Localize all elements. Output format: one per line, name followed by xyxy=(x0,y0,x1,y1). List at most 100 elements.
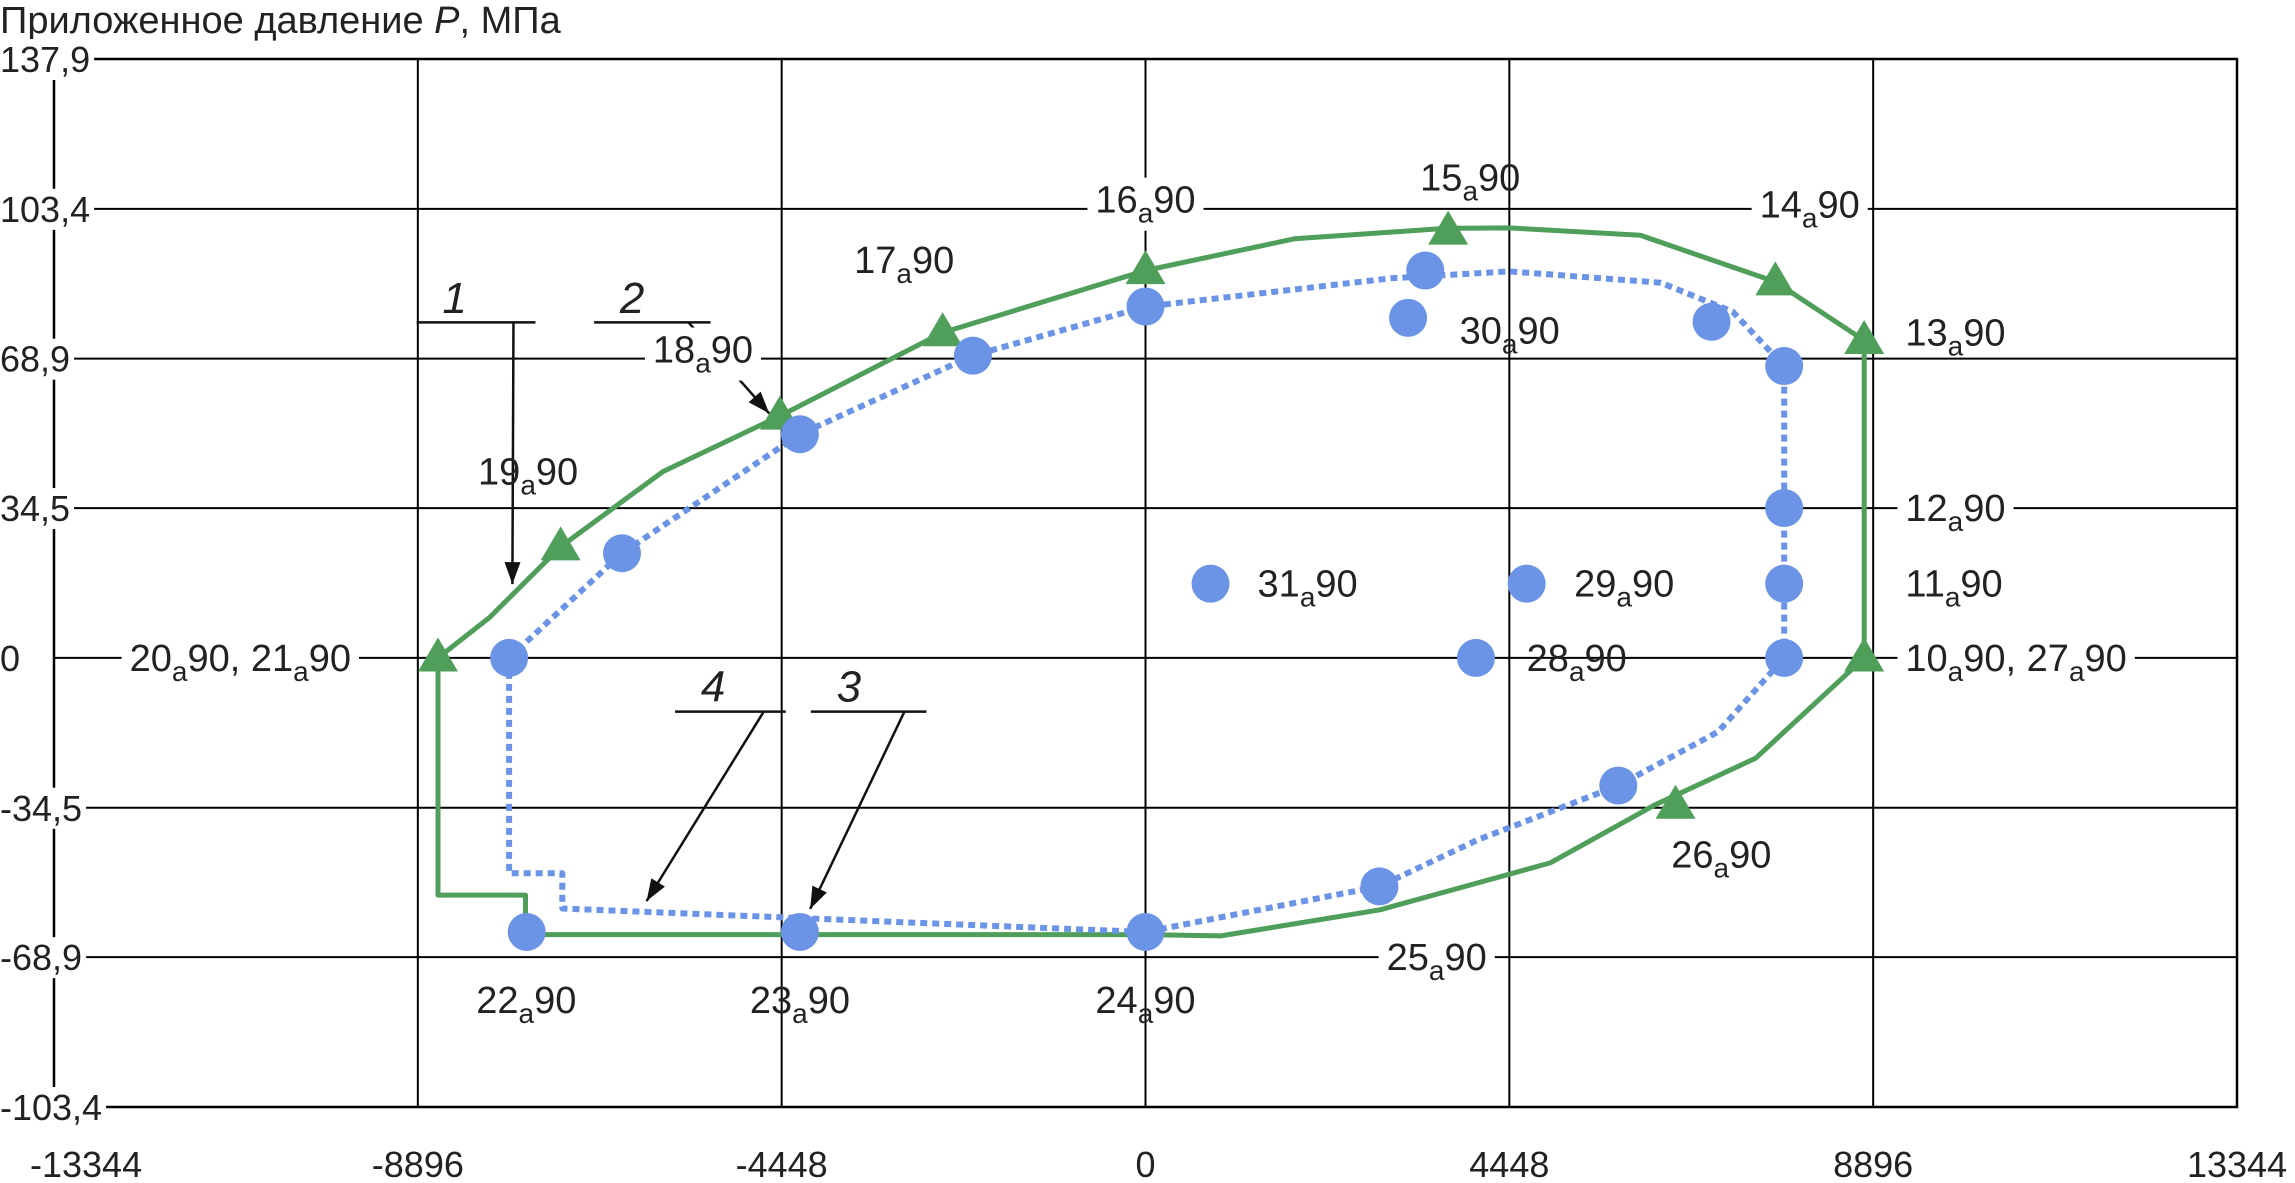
triangle-marker xyxy=(1655,784,1696,819)
circle-marker xyxy=(1765,564,1804,603)
circle-marker xyxy=(1126,287,1165,326)
series-curve1 xyxy=(435,225,1867,939)
circle-marker xyxy=(780,415,819,454)
point-label-suffix: 90 xyxy=(1963,313,2005,355)
point-label-suffix: 90 xyxy=(1963,638,2005,680)
circle-marker xyxy=(1389,298,1428,337)
point-label-number: 11 xyxy=(1905,564,1944,606)
point-label-number: 23 xyxy=(750,980,792,1022)
tick-label-background xyxy=(0,637,25,679)
callout-arrowhead xyxy=(748,391,770,414)
point-label-suffix: 90 xyxy=(1963,488,2005,530)
triangle-marker xyxy=(1428,210,1469,245)
point-label-number: 31 xyxy=(1258,564,1300,606)
point-label-suffix: 90 xyxy=(2085,638,2127,680)
circle-marker xyxy=(1599,766,1638,805)
point-label: 10а90, 27а90 xyxy=(1905,638,2126,687)
callout-number: 3 xyxy=(837,662,862,711)
point-label-number: 16 xyxy=(1095,180,1137,222)
x-tick-label: -13344 xyxy=(30,1144,142,1183)
point-label: 13а90 xyxy=(1905,313,2005,362)
point-label-background xyxy=(1378,935,1495,989)
point-label-number: 28 xyxy=(1527,638,1569,680)
x-tick-label: 0 xyxy=(1135,1144,1155,1183)
callout-arrowhead xyxy=(810,885,827,909)
point-label-suffix: 90 xyxy=(1517,310,1559,352)
x-tick-label: 8896 xyxy=(1833,1144,1913,1183)
point-label-number: 24 xyxy=(1095,980,1137,1022)
point-label-number: 22 xyxy=(476,980,518,1022)
point-label: 26а90 xyxy=(1671,835,1771,884)
tick-label-background xyxy=(1829,1144,1918,1183)
point-label-number: 29 xyxy=(1574,564,1616,606)
point-label-suffix: 90 xyxy=(1153,180,1195,222)
point-label: 17а90 xyxy=(854,240,954,289)
point-label-number: 19 xyxy=(478,452,520,494)
point-label-suffix: 90 xyxy=(534,980,576,1022)
triangle-marker xyxy=(540,526,581,561)
circle-marker xyxy=(490,638,529,677)
tick-label-background xyxy=(1131,1144,1160,1183)
point-label-number: 10 xyxy=(1905,638,1947,680)
point-label: 15а90 xyxy=(1420,158,1520,207)
point-label-subscript: а xyxy=(1300,582,1316,613)
point-label: 22а90 xyxy=(476,980,576,1029)
point-label-subscript: а xyxy=(1502,328,1518,359)
point-label: 28а90 xyxy=(1527,638,1627,687)
point-label-number: 27 xyxy=(2027,638,2069,680)
circle-marker xyxy=(780,912,819,951)
y-tick-label: -103,4 xyxy=(0,1087,102,1128)
point-label-subscript: а xyxy=(695,348,711,379)
callout-number: 4 xyxy=(701,662,725,711)
tick-label-background xyxy=(367,1144,468,1183)
point-label-subscript: а xyxy=(1138,198,1154,229)
point-label-suffix: 90 xyxy=(1478,158,1520,200)
point-label-suffix: 90 xyxy=(711,330,753,372)
point-label-suffix: 90 xyxy=(1585,638,1627,680)
point-label-subscript: а xyxy=(1569,656,1585,687)
point-label: 31а90 xyxy=(1258,564,1358,613)
point-label-suffix: 90 xyxy=(1817,184,1859,226)
callout-leader xyxy=(511,322,515,585)
point-label-subscript: а xyxy=(792,998,808,1029)
triangle-marker xyxy=(1844,320,1885,355)
tick-labels: 137,9103,468,934,50-34,5-68,9-103,4-1334… xyxy=(0,39,2292,1183)
point-label-subscript: а xyxy=(1948,656,1964,687)
tick-label-background xyxy=(26,1144,147,1183)
point-label-suffix: 90 xyxy=(912,240,954,282)
point-label-background xyxy=(644,327,762,381)
point-label-subscript: а xyxy=(896,258,912,289)
point-label-number: 14 xyxy=(1760,184,1802,226)
point-label-number: 25 xyxy=(1387,937,1429,979)
circle-marker xyxy=(1507,564,1546,603)
y-axis-title: Приложенное давление P, МПа xyxy=(0,0,561,43)
point-label-background xyxy=(1897,486,2014,540)
x-tick-label: -4448 xyxy=(736,1144,828,1183)
y-tick-label: -68,9 xyxy=(0,937,82,978)
callout-leader xyxy=(645,710,765,902)
circle-marker xyxy=(1692,302,1731,341)
point-label-number: 12 xyxy=(1905,488,1947,530)
tick-label-background xyxy=(0,787,87,829)
point-label-suffix: 90 xyxy=(1960,564,2002,606)
point-label-subscript: а xyxy=(519,998,535,1029)
point-label: 16а90 xyxy=(1095,180,1195,229)
tick-label-background xyxy=(0,1087,107,1128)
point-label-subscript: а xyxy=(1948,331,1964,362)
circle-marker xyxy=(507,912,546,951)
markers xyxy=(417,210,1885,951)
tick-label-background xyxy=(731,1144,832,1183)
tick-label-background xyxy=(1465,1144,1554,1183)
y-axis-title-variable: P xyxy=(434,0,460,42)
point-label-number: 26 xyxy=(1671,835,1713,877)
circle-marker xyxy=(1406,251,1445,290)
point-labels: 20а90, 21а9019а9018а9017а9016а9015а9014а… xyxy=(121,158,2135,1029)
point-label-subscript: а xyxy=(1948,506,1964,537)
point-label: 29а90 xyxy=(1574,564,1674,613)
callout-number: 1 xyxy=(442,274,466,323)
point-label-separator: , xyxy=(2006,638,2027,680)
callout-number: 2 xyxy=(619,274,644,323)
point-label-suffix: 90 xyxy=(808,980,850,1022)
point-label-separator: , xyxy=(230,638,251,680)
point-label-background xyxy=(1087,177,1204,231)
